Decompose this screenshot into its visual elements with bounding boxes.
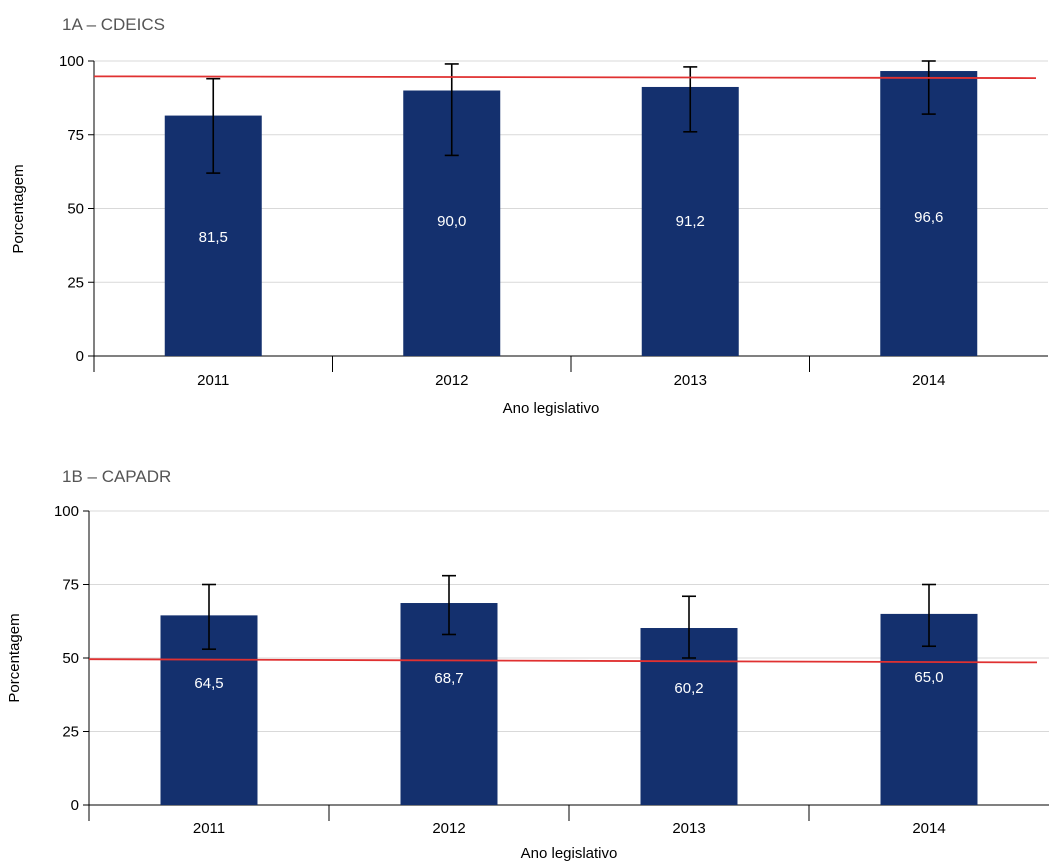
x-tick-label: 2011: [197, 372, 229, 389]
data-label: 90,0: [437, 213, 466, 230]
error-bar-2014: [921, 60, 936, 115]
x-tick-label: 2014: [912, 820, 945, 837]
chart-panel-capadr: 1B – CAPADR Ano legislativo Porcentagem …: [6, 467, 1049, 862]
error-bar-2011: [202, 583, 216, 650]
x-tick-label: 2011: [193, 820, 225, 837]
reference-line: [93, 75, 1037, 80]
error-bar-2014: [922, 583, 936, 648]
error-bar-2011: [206, 77, 221, 174]
y-tick-label: 75: [67, 127, 84, 144]
x-tick-label: 2013: [674, 372, 707, 389]
y-axis-label: Porcentagem: [6, 613, 23, 702]
data-label: 81,5: [199, 229, 228, 246]
y-tick-label: 50: [62, 650, 79, 667]
data-label: 64,5: [194, 675, 223, 692]
x-axis-label: Ano legislativo: [503, 400, 600, 417]
data-label: 60,2: [674, 680, 703, 697]
y-tick-label: 0: [71, 797, 79, 814]
x-tick-label: 2013: [672, 820, 705, 837]
y-tick-label: 100: [54, 503, 79, 520]
y-tick-label: 25: [67, 274, 84, 291]
chart-panel-cdeics: 1A – CDEICS Ano legislativo Porcentagem …: [10, 15, 1048, 417]
data-label: 65,0: [914, 669, 943, 686]
x-tick-label: 2012: [435, 372, 468, 389]
data-label: 91,2: [676, 213, 705, 230]
reference-line: [88, 658, 1038, 664]
y-axis-label: Porcentagem: [10, 164, 27, 253]
error-bar-2012: [442, 574, 456, 636]
y-tick-label: 100: [59, 53, 84, 70]
y-tick-label: 0: [76, 348, 84, 365]
error-bar-2012: [444, 63, 459, 157]
bar-2012: [400, 603, 498, 805]
chart-title: 1B – CAPADR: [62, 467, 171, 486]
y-tick-label: 25: [62, 724, 79, 741]
x-tick-label: 2012: [432, 820, 465, 837]
y-tick-label: 75: [62, 577, 79, 594]
x-axis-label: Ano legislativo: [521, 845, 618, 862]
data-label: 68,7: [434, 670, 463, 687]
data-label: 96,6: [914, 209, 943, 226]
y-tick-label: 50: [67, 201, 84, 218]
error-bar-2013: [682, 595, 696, 659]
x-tick-label: 2014: [912, 372, 945, 389]
bar-2014: [880, 71, 978, 356]
chart-title: 1A – CDEICS: [62, 15, 165, 34]
